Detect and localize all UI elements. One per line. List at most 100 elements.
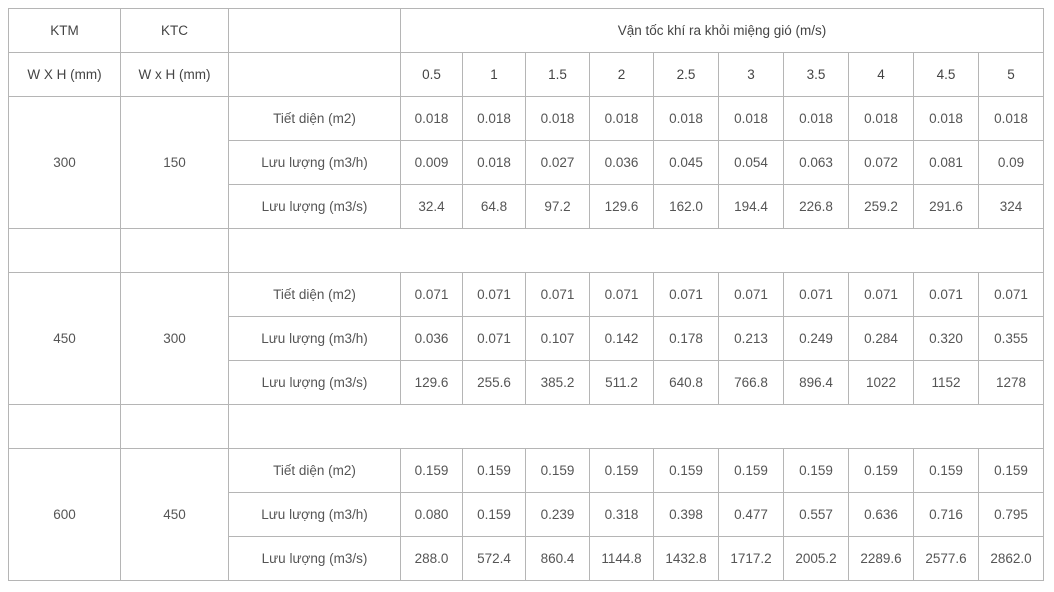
velocity-header: 2 [589, 52, 654, 97]
value-cell: 0.239 [525, 492, 590, 537]
row-label: Tiết diện (m2) [228, 96, 401, 141]
header-ktc-unit: W x H (mm) [120, 52, 229, 97]
value-cell: 2005.2 [783, 536, 849, 581]
header-ktm-unit: W X H (mm) [8, 52, 121, 97]
velocity-header: 2.5 [653, 52, 719, 97]
value-cell: 259.2 [848, 184, 914, 229]
header-ktc: KTC [120, 8, 229, 53]
value-cell: 162.0 [653, 184, 719, 229]
value-cell: 0.071 [400, 272, 463, 317]
value-cell: 1144.8 [589, 536, 654, 581]
value-cell: 0.018 [718, 96, 784, 141]
value-cell: 1022 [848, 360, 914, 405]
value-cell: 0.071 [462, 316, 526, 361]
value-cell: 64.8 [462, 184, 526, 229]
ktc-size: 150 [120, 96, 229, 229]
value-cell: 0.142 [589, 316, 654, 361]
value-cell: 0.159 [978, 448, 1044, 493]
value-cell: 0.107 [525, 316, 590, 361]
value-cell: 0.159 [589, 448, 654, 493]
spacer-row [8, 404, 1044, 449]
value-cell: 0.054 [718, 140, 784, 185]
ktm-size: 600 [8, 448, 121, 581]
value-cell: 32.4 [400, 184, 463, 229]
velocity-header: 1 [462, 52, 526, 97]
value-cell: 2289.6 [848, 536, 914, 581]
header-row: KTM KTC Vận tốc khí ra khỏi miệng gió (m… [8, 8, 1044, 53]
value-cell: 0.477 [718, 492, 784, 537]
value-cell: 640.8 [653, 360, 719, 405]
spacer-cell [228, 228, 1044, 273]
row-label: Lưu lượng (m3/h) [228, 492, 401, 537]
header-ktm: KTM [8, 8, 121, 53]
value-cell: 0.009 [400, 140, 463, 185]
spacer-cell [120, 228, 229, 273]
value-cell: 860.4 [525, 536, 590, 581]
value-cell: 291.6 [913, 184, 979, 229]
value-cell: 0.080 [400, 492, 463, 537]
value-cell: 0.636 [848, 492, 914, 537]
value-cell: 0.355 [978, 316, 1044, 361]
value-cell: 0.018 [400, 96, 463, 141]
value-cell: 0.018 [913, 96, 979, 141]
value-cell: 0.159 [848, 448, 914, 493]
row-label: Lưu lượng (m3/s) [228, 536, 401, 581]
spacer-cell [8, 228, 121, 273]
value-cell: 0.795 [978, 492, 1044, 537]
value-cell: 1432.8 [653, 536, 719, 581]
velocity-header: 4.5 [913, 52, 979, 97]
table-row: Lưu lượng (m3/s) 129.6 255.6 385.2 511.2 640.… [9, 360, 1044, 405]
value-cell: 0.027 [525, 140, 590, 185]
value-cell: 0.320 [913, 316, 979, 361]
value-cell: 0.071 [978, 272, 1044, 317]
value-cell: 0.159 [718, 448, 784, 493]
value-cell: 0.071 [462, 272, 526, 317]
header-unit-row: W X H (mm) W x H (mm) 0.5 1 1.5 2 2.5 3 3.5 4 4.… [8, 52, 1044, 97]
value-cell: 0.178 [653, 316, 719, 361]
row-label: Tiết diện (m2) [228, 272, 401, 317]
spacer-cell [8, 404, 121, 449]
table-row: 600 450 Tiết diện (m2) 0.159 0.159 0.159 0.159… [8, 448, 1044, 581]
table-row: 450 300 Tiết diện (m2) 0.071 0.071 0.071 0.071… [8, 272, 1044, 405]
value-cell: 255.6 [462, 360, 526, 405]
spacer-cell [120, 404, 229, 449]
value-cell: 324 [978, 184, 1044, 229]
value-cell: 2577.6 [913, 536, 979, 581]
row-label: Lưu lượng (m3/h) [228, 316, 401, 361]
value-cell: 0.09 [978, 140, 1044, 185]
ktc-size: 450 [120, 448, 229, 581]
value-cell: 0.071 [913, 272, 979, 317]
value-cell: 2862.0 [978, 536, 1044, 581]
value-cell: 0.071 [653, 272, 719, 317]
ktc-size: 300 [120, 272, 229, 405]
value-cell: 0.398 [653, 492, 719, 537]
value-cell: 129.6 [589, 184, 654, 229]
value-cell: 0.071 [718, 272, 784, 317]
value-cell: 129.6 [400, 360, 463, 405]
value-cell: 0.159 [913, 448, 979, 493]
table-row: Lưu lượng (m3/h) 0.036 0.071 0.107 0.142 0.17… [9, 316, 1044, 361]
value-cell: 0.159 [462, 492, 526, 537]
value-cell: 0.071 [589, 272, 654, 317]
header-blank [228, 52, 401, 97]
velocity-header: 1.5 [525, 52, 590, 97]
header-blank [228, 8, 401, 53]
value-cell: 0.018 [653, 96, 719, 141]
value-cell: 0.716 [913, 492, 979, 537]
value-cell: 0.036 [589, 140, 654, 185]
value-cell: 0.081 [913, 140, 979, 185]
value-cell: 0.318 [589, 492, 654, 537]
value-cell: 0.018 [462, 96, 526, 141]
value-cell: 896.4 [783, 360, 849, 405]
value-cell: 1278 [978, 360, 1044, 405]
value-cell: 1152 [913, 360, 979, 405]
velocity-header: 3.5 [783, 52, 849, 97]
value-cell: 0.018 [589, 96, 654, 141]
table-row: Lưu lượng (m3/s) 32.4 64.8 97.2 129.6 162.0 19… [9, 184, 1044, 229]
value-cell: 226.8 [783, 184, 849, 229]
airflow-spec-table: KTM KTC Vận tốc khí ra khỏi miệng gió (m… [8, 8, 1044, 581]
value-cell: 0.018 [978, 96, 1044, 141]
table-row: Lưu lượng (m3/h) 0.080 0.159 0.239 0.318 0.39… [9, 492, 1044, 537]
value-cell: 0.159 [400, 448, 463, 493]
value-cell: 0.071 [848, 272, 914, 317]
